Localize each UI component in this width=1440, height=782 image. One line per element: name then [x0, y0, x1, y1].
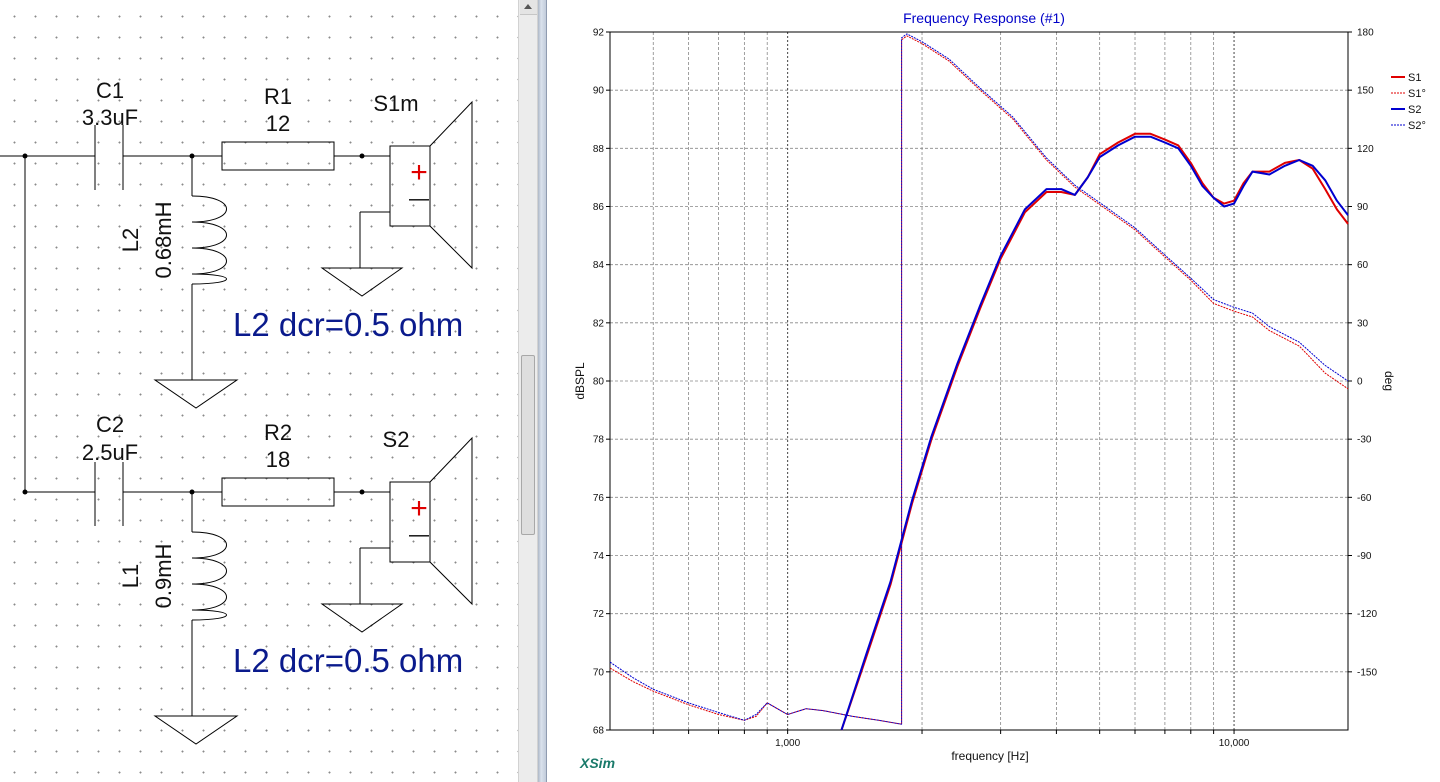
- inductor-l1[interactable]: [191, 531, 227, 621]
- series-line-s2-phase: [609, 33, 1349, 725]
- resistor-r2[interactable]: [221, 477, 335, 507]
- l2-value-label: 0.68mH: [151, 201, 176, 278]
- resistor-r1[interactable]: [221, 141, 335, 171]
- y-tick-label: 68: [593, 726, 605, 737]
- y-tick-label: 78: [593, 435, 605, 446]
- ground-symbol-2: [320, 267, 404, 297]
- y-tick-label: 74: [593, 551, 605, 562]
- r2-value-label: 18: [266, 447, 290, 472]
- y-tick-label: 76: [593, 493, 605, 504]
- y-axis-title: dBSPL: [573, 362, 587, 400]
- chart-legend: S1 S1° S2 S2°: [1391, 72, 1426, 132]
- series-line-s1: [840, 132, 1349, 731]
- frequency-response-panel: 68 70 72 74 76 78 80 82 84 86 88 90 92 180 150 120 90 60 3…: [547, 0, 1440, 782]
- series-line-s1-phase: [609, 35, 1349, 725]
- x-tick-label: 1,000: [775, 738, 800, 749]
- y2-tick-label: 60: [1357, 260, 1369, 271]
- ground-symbol-4: [320, 603, 404, 633]
- ground-symbol-3: [153, 715, 239, 745]
- plus-icon: +: [410, 156, 428, 189]
- schematic-vertical-scrollbar[interactable]: [518, 0, 538, 782]
- y-tick-label: 80: [593, 377, 605, 388]
- junction-dot: [22, 153, 28, 159]
- pane-splitter[interactable]: [538, 0, 547, 782]
- r1-name-label: R1: [264, 84, 292, 109]
- junction-dot: [22, 489, 28, 495]
- y-tick-label: 92: [593, 28, 605, 39]
- y2-tick-label: 180: [1357, 28, 1374, 39]
- ground-symbol-1: [153, 379, 239, 409]
- y2-tick-label: -120: [1357, 609, 1377, 620]
- scrollbar-thumb[interactable]: [521, 355, 535, 535]
- legend-label: S2: [1408, 104, 1421, 116]
- l2-name-label: L2: [118, 228, 143, 252]
- y-tick-label: 88: [593, 144, 605, 155]
- junction-dot: [189, 153, 195, 159]
- y-tick-label: 82: [593, 318, 605, 329]
- l1-name-label: L1: [118, 564, 143, 588]
- frequency-response-chart[interactable]: 68 70 72 74 76 78 80 82 84 86 88 90 92 180 150 120 90 60 3…: [547, 0, 1440, 782]
- minus-icon: —: [409, 188, 429, 210]
- y-tick-label: 70: [593, 667, 605, 678]
- y2-tick-label: 150: [1357, 86, 1374, 97]
- y-tick-label: 72: [593, 609, 605, 620]
- c1-name-label: C1: [96, 78, 124, 103]
- c2-name-label: C2: [96, 412, 124, 437]
- l1-value-label: 0.9mH: [151, 544, 176, 609]
- speaker-s1m[interactable]: [389, 100, 473, 270]
- y-tick-label: 86: [593, 202, 605, 213]
- y2-tick-label: -150: [1357, 667, 1377, 678]
- legend-label: S2°: [1408, 120, 1426, 132]
- legend-label: S1°: [1408, 88, 1426, 100]
- c1-value-label: 3.3uF: [82, 105, 138, 130]
- series-line-s2: [840, 135, 1349, 731]
- junction-dot: [359, 153, 365, 159]
- r1-value-label: 12: [266, 111, 290, 136]
- y2-axis-title: deg: [1382, 371, 1396, 391]
- schematic-canvas[interactable]: + — + — C1 3.3uF R1 12 S1m L2 0.68mH L2 …: [0, 0, 518, 782]
- minus-icon: —: [409, 524, 429, 546]
- y2-tick-label: 0: [1357, 377, 1363, 388]
- y2-tick-label: 90: [1357, 202, 1369, 213]
- chart-title: Frequency Response (#1): [903, 10, 1065, 26]
- circuit-diagram: + — + — C1 3.3uF R1 12 S1m L2 0.68mH L2 …: [0, 78, 473, 745]
- y2-tick-label: 120: [1357, 144, 1374, 155]
- y2-tick-label: -30: [1357, 435, 1372, 446]
- xsim-brand-logo: XSim: [579, 755, 615, 771]
- y-tick-label: 90: [593, 86, 605, 97]
- s1-name-label: S1m: [373, 91, 418, 116]
- junction-dot: [359, 489, 365, 495]
- y-tick-label: 84: [593, 260, 605, 271]
- r2-name-label: R2: [264, 420, 292, 445]
- note-dcr-2: L2 dcr=0.5 ohm: [233, 642, 463, 679]
- x-tick-label: 10,000: [1219, 738, 1250, 749]
- note-dcr-1: L2 dcr=0.5 ohm: [233, 306, 463, 343]
- capacitor-c2[interactable]: [94, 462, 124, 526]
- y2-tick-label: 30: [1357, 318, 1369, 329]
- x-axis-title: frequency [Hz]: [951, 749, 1028, 763]
- scroll-up-arrow-icon[interactable]: [520, 0, 537, 15]
- inductor-l2[interactable]: [191, 195, 227, 285]
- capacitor-c1[interactable]: [94, 125, 124, 190]
- y2-tick-label: -60: [1357, 493, 1372, 504]
- legend-label: S1: [1408, 72, 1421, 84]
- c2-value-label: 2.5uF: [82, 440, 138, 465]
- y2-tick-label: -90: [1357, 551, 1372, 562]
- plus-icon: +: [410, 492, 428, 525]
- speaker-s2[interactable]: [389, 436, 473, 606]
- junction-dot: [189, 489, 195, 495]
- s2-name-label: S2: [383, 427, 410, 452]
